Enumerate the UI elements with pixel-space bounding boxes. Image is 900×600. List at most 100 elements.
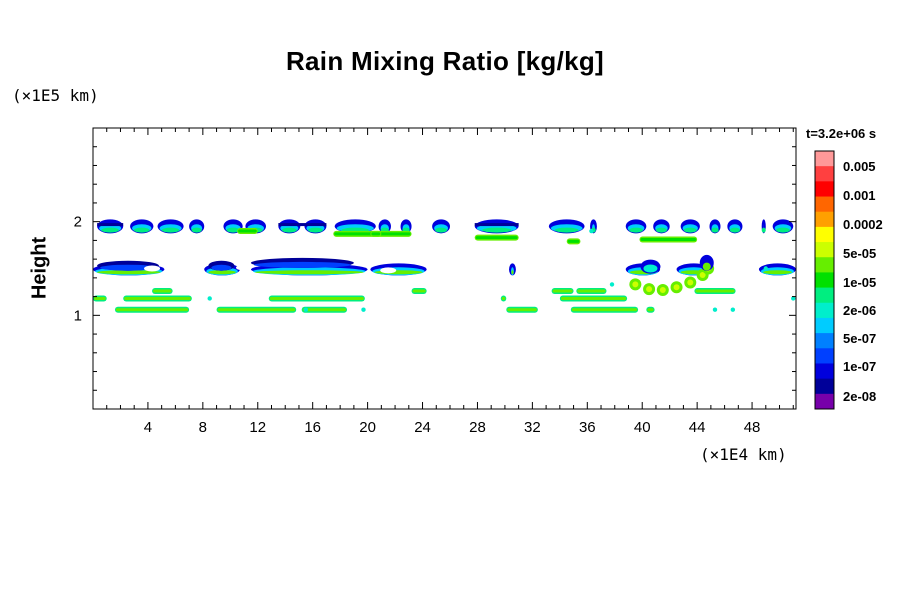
rain-cloud-core [161, 227, 180, 233]
colorbar-swatch [815, 378, 834, 395]
rain-speck [303, 307, 309, 312]
rain-cloud-core [683, 227, 697, 233]
x-tick-label: 48 [744, 419, 761, 436]
colorbar-label: 5e-07 [843, 331, 876, 346]
rain-layer-core [412, 289, 426, 293]
rain-cloud-core [97, 270, 161, 275]
colorbar-swatch [815, 302, 834, 319]
time-label: t=3.2e+06 s [806, 126, 877, 141]
rain-cloud-core [702, 262, 711, 271]
rain-plume-core [699, 272, 706, 279]
colorbar-swatch [815, 181, 834, 198]
x-tick-label: 36 [579, 419, 596, 436]
rain-cloud-core [226, 227, 240, 233]
cloud-gap [380, 267, 397, 274]
rain-shaft [640, 237, 697, 241]
rain-cloud-edge [278, 223, 327, 227]
rain-speck [609, 282, 615, 287]
colorbar-label: 5e-05 [843, 246, 876, 261]
rain-plume-core [632, 281, 639, 288]
colorbar-label: 0.005 [843, 159, 876, 174]
y-unit-label: (×1E5 km) [12, 86, 99, 105]
x-tick-label: 24 [414, 419, 431, 436]
rain-layer-core [560, 296, 627, 300]
rain-layer-core [507, 308, 537, 312]
x-tick-label: 44 [689, 419, 706, 436]
colorbar-swatch [815, 393, 834, 410]
x-tick-label: 12 [249, 419, 266, 436]
rain-cloud-top [100, 264, 156, 271]
rain-cloud-core [762, 270, 792, 275]
rain-layer-core [217, 308, 296, 312]
x-unit-label: (×1E4 km) [700, 445, 787, 464]
plot-fill [93, 219, 796, 313]
colorbar-swatch [815, 257, 834, 273]
rain-speck [712, 307, 718, 312]
x-tick-label: 8 [199, 419, 207, 436]
rain-speck [730, 307, 736, 312]
colorbar: 0.005 0.001 0.0002 5e-05 1e-05 2e-06 5e-07 1e-0… [814, 150, 883, 410]
rain-layer-core [94, 296, 106, 300]
rain-plume-core [673, 284, 680, 291]
y-tick-label: 2 [74, 214, 82, 231]
colorbar-swatch [815, 317, 834, 334]
x-tick-labels: 4 8 12 16 20 24 28 32 36 40 44 48 [144, 419, 761, 436]
x-tick-label: 20 [359, 419, 376, 436]
y-tick-labels: 12 [74, 214, 82, 325]
rain-speck [763, 266, 768, 271]
rain-layer-core [269, 296, 364, 300]
rain-cloud-core [711, 227, 719, 233]
rain-cloud-core [282, 227, 297, 233]
rain-cloud-edge [474, 223, 519, 227]
rain-cloud-core [554, 227, 579, 233]
rain-cloud-top [211, 264, 232, 271]
colorbar-label: 2e-08 [843, 389, 876, 404]
rain-shaft [371, 232, 381, 236]
rain-layer-core [647, 308, 654, 312]
x-tick-label: 32 [524, 419, 541, 436]
colorbar-swatch [815, 348, 834, 364]
y-tick-label: 1 [74, 307, 82, 324]
colorbar-label: 2e-06 [843, 303, 876, 318]
colorbar-label: 0.001 [843, 188, 876, 203]
rain-shaft [475, 236, 518, 240]
rain-layer-core [695, 289, 735, 293]
rain-cloud-core [208, 270, 236, 275]
colorbar-swatch [815, 151, 834, 167]
axis-ticks [93, 128, 796, 409]
cloud-gap [236, 264, 253, 271]
rain-layer-core [501, 296, 506, 300]
chart-title: Rain Mixing Ratio [kg/kg] [285, 46, 605, 76]
rain-layer-core [552, 289, 573, 293]
rain-cloud-core [133, 227, 150, 233]
colorbar-frame [814, 150, 835, 410]
rain-cloud-core [629, 227, 643, 233]
rain-cloud-core [101, 227, 119, 233]
rain-plume-core [646, 286, 653, 293]
x-tick-label: 28 [469, 419, 486, 436]
rain-shaft [238, 229, 257, 233]
colorbar-label: 1e-07 [843, 359, 876, 374]
x-tick-label: 4 [144, 419, 152, 436]
rain-layer-core [115, 308, 189, 312]
colorbar-swatch [815, 226, 834, 243]
colorbar-swatch [815, 242, 834, 258]
rain-cloud-core [511, 270, 514, 275]
rain-plume-core [687, 279, 694, 286]
rain-cloud-core [776, 227, 790, 233]
colorbar-swatch [815, 196, 834, 213]
colorbar-swatch [815, 333, 834, 349]
rain-cloud-core [435, 227, 448, 233]
cloud-gap [144, 265, 161, 272]
colorbar-label: 0.0002 [843, 217, 883, 232]
colorbar-label: 1e-05 [843, 275, 876, 290]
rain-cloud-core [254, 270, 364, 275]
x-tick-label: 40 [634, 419, 651, 436]
rain-shaft [567, 239, 580, 243]
rain-cloud-top [253, 261, 351, 268]
rain-plume-core [659, 287, 666, 294]
rain-layer-core [124, 296, 191, 300]
rain-cloud-core [308, 227, 323, 233]
rain-cloud-core [191, 227, 202, 233]
rain-speck [207, 296, 212, 301]
